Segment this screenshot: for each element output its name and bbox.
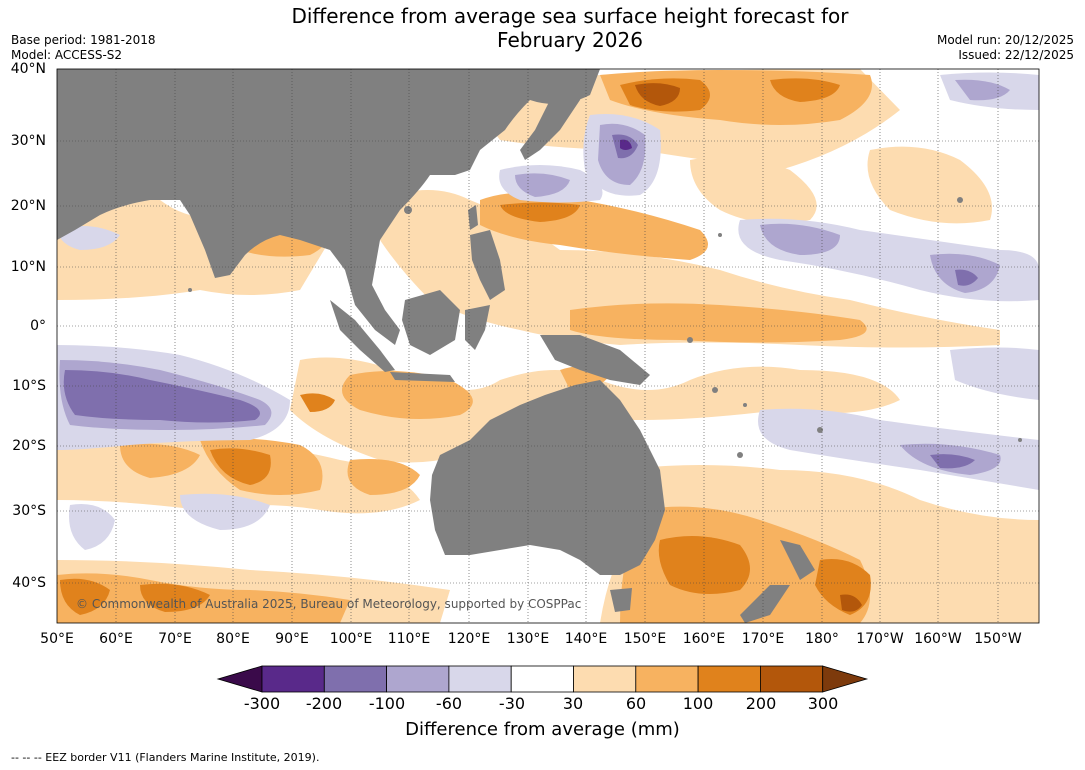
lon-label: 180° [805, 631, 839, 647]
lat-label: 40°S [12, 575, 46, 591]
title-line-2: February 2026 [497, 28, 643, 52]
colorbar-arrow-low [216, 665, 263, 693]
colorbar-tick-label: -200 [305, 694, 343, 713]
lon-label: 130°E [506, 631, 550, 647]
model-info: Base period: 1981-2018 Model: ACCESS-S2 [11, 33, 156, 63]
colorbar-arrow-high [822, 665, 869, 693]
colorbar-segment [760, 665, 824, 693]
run-info: Model run: 20/12/2025 Issued: 22/12/2025 [937, 33, 1074, 63]
lon-label: 160°W [914, 631, 962, 647]
colorbar-tick-label: -300 [243, 694, 281, 713]
lat-label: 0° [30, 318, 46, 334]
graticule [57, 69, 1039, 623]
title-line-1: Difference from average sea surface heig… [291, 4, 849, 28]
land-masses [57, 69, 1022, 623]
anomaly-darkest-purple [620, 139, 632, 150]
colorbar-tick-label: 300 [807, 694, 839, 713]
colorbar-tick-label: -60 [435, 694, 463, 713]
lon-label: 170°W [856, 631, 904, 647]
map-frame [56, 68, 1040, 624]
lon-label: 170°E [741, 631, 785, 647]
colorbar-segment [448, 665, 512, 693]
lon-label: 150°W [974, 631, 1022, 647]
colorbar-tick-label: -100 [368, 694, 406, 713]
lon-label: 50°E [40, 631, 74, 647]
eez-note: -- -- -- EEZ border V11 (Flanders Marine… [11, 751, 320, 764]
colorbar-segment [323, 665, 387, 693]
colorbar-segment [261, 665, 325, 693]
lat-label: 20°S [12, 438, 46, 454]
lon-label: 150°E [623, 631, 667, 647]
lon-label: 110°E [387, 631, 431, 647]
colorbar-tick-label: 60 [625, 694, 647, 713]
colorbar-segment [386, 665, 450, 693]
lat-label: 30°S [12, 503, 46, 519]
lon-label: 160°E [682, 631, 726, 647]
model-run: Model run: 20/12/2025 [936, 33, 1074, 47]
anomaly-darkest-orange [635, 83, 862, 612]
colorbar-segment [697, 665, 761, 693]
colorbar-segment [635, 665, 699, 693]
colorbar-title: Difference from average (mm) [405, 719, 680, 740]
colorbar-tick-label: 100 [682, 694, 714, 713]
lon-label: 120°E [447, 631, 491, 647]
lon-label: 140°E [564, 631, 608, 647]
lat-label: 30°N [10, 133, 46, 149]
issued-date: Issued: 22/12/2025 [958, 48, 1074, 62]
lon-label: 70°E [158, 631, 192, 647]
colorbar-tick-label: 200 [745, 694, 777, 713]
map-title: Difference from average sea surface heig… [220, 4, 920, 52]
colorbar-segment [510, 665, 574, 693]
lat-label: 10°S [12, 378, 46, 394]
model-name: Model: ACCESS-S2 [11, 48, 123, 62]
lon-label: 80°E [216, 631, 250, 647]
colorbar-tick-label: 30 [562, 694, 584, 713]
colorbar-segment [573, 665, 637, 693]
lon-label: 100°E [329, 631, 373, 647]
colorbar [216, 665, 869, 693]
lat-label: 20°N [10, 198, 46, 214]
lon-label: 90°E [275, 631, 309, 647]
lat-label: 40°N [10, 61, 46, 77]
base-period: Base period: 1981-2018 [11, 33, 156, 47]
colorbar-tick-label: -30 [498, 694, 526, 713]
copyright-notice: © Commonwealth of Australia 2025, Bureau… [76, 597, 582, 611]
lat-label: 10°N [10, 259, 46, 275]
lon-label: 60°E [99, 631, 133, 647]
